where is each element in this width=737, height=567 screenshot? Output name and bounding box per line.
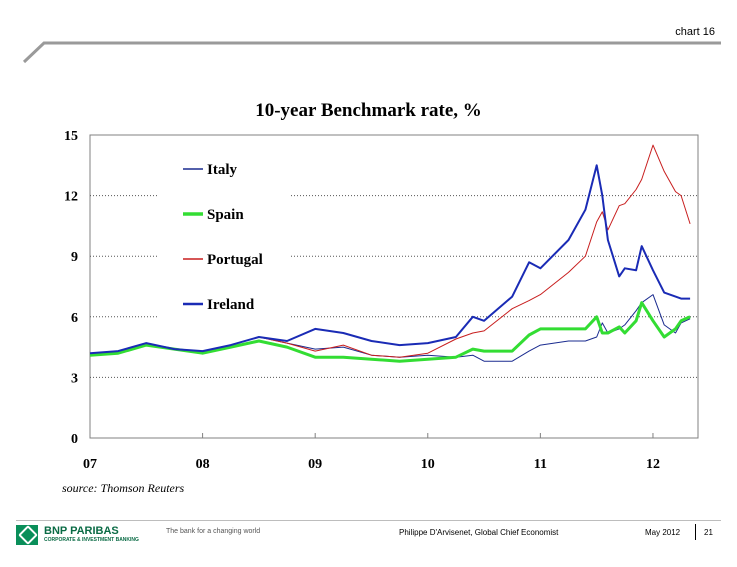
chart-title: 10-year Benchmark rate, %: [255, 100, 482, 121]
logo-star-icon: [16, 525, 38, 545]
legend-box: [158, 150, 290, 320]
legend-label-ireland: Ireland: [207, 297, 255, 313]
x-tick-label: 11: [534, 457, 547, 472]
logo-name: BNP PARIBAS: [44, 525, 119, 537]
y-tick-label: 3: [71, 371, 78, 386]
series-line-ireland: [89, 164, 691, 355]
footer: BNP PARIBAS CORPORATE & INVESTMENT BANKI…: [0, 516, 737, 552]
y-tick-label: 9: [71, 250, 78, 265]
y-tick-label: 6: [71, 311, 78, 326]
logo-subtitle: CORPORATE & INVESTMENT BANKING: [44, 537, 139, 543]
chart-number-label: chart 16: [675, 26, 715, 38]
page-number: 21: [704, 528, 713, 537]
legend-label-spain: Spain: [207, 207, 244, 223]
bnp-paribas-logo: BNP PARIBAS CORPORATE & INVESTMENT BANKI…: [16, 525, 161, 545]
x-tick-label: 12: [646, 457, 660, 472]
footer-date: May 2012: [645, 528, 681, 537]
line-chart: 0 3 6 9 12 15 07 08 09 10 11 12 Italy Spain Portugal…: [64, 129, 699, 472]
x-tick-label: 07: [83, 457, 97, 472]
x-tick-label: 09: [308, 457, 322, 472]
footer-divider: [695, 524, 696, 540]
legend-label-italy: Italy: [207, 162, 238, 178]
source-note: source: Thomson Reuters: [62, 481, 185, 495]
x-tick-label: 08: [196, 457, 210, 472]
header-rule: [22, 41, 721, 64]
series-line-spain: [89, 301, 691, 363]
legend-label-portugal: Portugal: [207, 252, 263, 268]
x-tick-label: 10: [421, 457, 435, 472]
footer-rule: [16, 520, 721, 521]
tagline: The bank for a changing world: [166, 528, 261, 535]
y-tick-label: 0: [71, 432, 78, 447]
y-tick-label: 15: [64, 129, 78, 144]
footer-author: Philippe D'Arvisenet, Global Chief Econo…: [399, 528, 559, 537]
y-tick-label: 12: [64, 190, 78, 205]
